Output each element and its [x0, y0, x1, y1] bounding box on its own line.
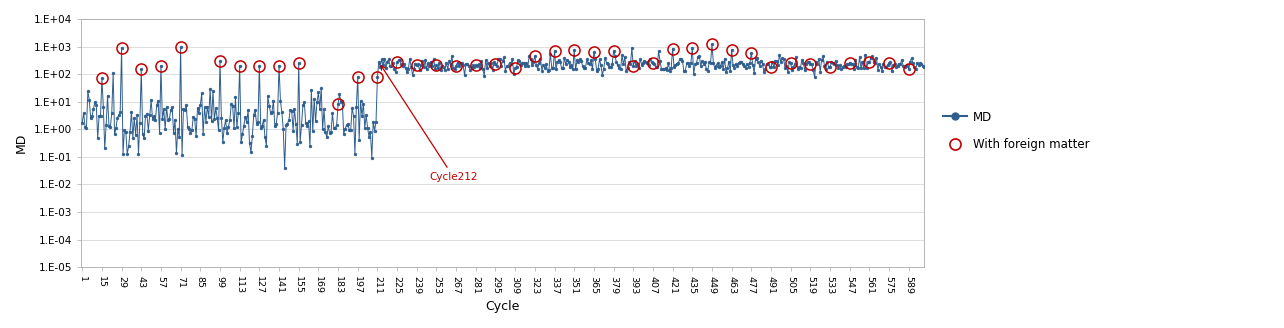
Y-axis label: MD: MD: [15, 133, 28, 153]
Legend: MD, With foreign matter: MD, With foreign matter: [939, 106, 1094, 155]
Text: Cycle212: Cycle212: [381, 66, 478, 182]
X-axis label: Cycle: Cycle: [485, 300, 520, 313]
